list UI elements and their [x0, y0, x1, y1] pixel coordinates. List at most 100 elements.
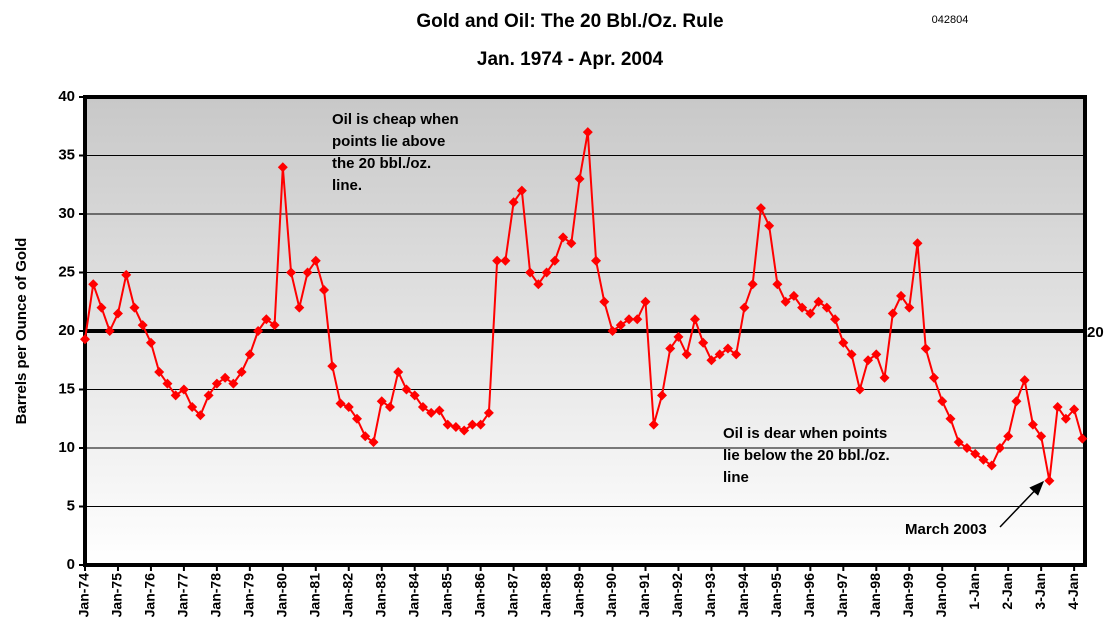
data-point	[327, 361, 338, 372]
annotation: March 2003	[905, 521, 987, 538]
data-point	[500, 255, 511, 266]
data-point	[178, 384, 189, 395]
data-point	[244, 349, 255, 360]
x-tick-label: Jan-84	[405, 573, 421, 618]
data-point	[170, 390, 181, 401]
data-point	[821, 302, 832, 313]
data-point	[417, 402, 428, 413]
data-point	[574, 173, 585, 184]
data-point	[846, 349, 857, 360]
x-tick-label: Jan-92	[669, 573, 685, 618]
annotation: points lie above	[332, 133, 445, 150]
data-point	[80, 334, 90, 345]
data-point	[912, 238, 923, 249]
data-point	[871, 349, 882, 360]
data-point	[393, 366, 404, 377]
data-point	[731, 349, 742, 360]
data-point	[591, 255, 602, 266]
data-point	[162, 378, 173, 389]
data-point	[145, 337, 156, 348]
data-point	[112, 308, 123, 319]
data-point	[656, 390, 667, 401]
data-point	[483, 407, 494, 418]
data-point	[203, 390, 214, 401]
data-point	[541, 267, 552, 278]
data-point	[805, 308, 816, 319]
data-point	[450, 421, 461, 432]
x-tick-label: Jan-91	[636, 573, 652, 618]
data-point	[797, 302, 808, 313]
data-point	[352, 413, 363, 424]
reference-label: 20	[1087, 324, 1104, 341]
data-point	[747, 279, 758, 290]
data-point	[277, 162, 288, 173]
data-point	[384, 402, 395, 413]
annotation: Oil is cheap when	[332, 111, 459, 128]
data-point	[121, 269, 132, 280]
data-point	[1060, 413, 1071, 424]
annotation: Oil is dear when points	[723, 425, 887, 442]
data-point	[286, 267, 297, 278]
data-point	[887, 308, 898, 319]
data-point	[689, 314, 700, 325]
data-point	[294, 302, 305, 313]
data-point	[343, 402, 354, 413]
data-point	[1077, 433, 1088, 444]
chart-title: Gold and Oil: The 20 Bbl./Oz. Rule	[416, 11, 723, 32]
data-point	[739, 302, 750, 313]
data-point	[1011, 396, 1022, 407]
y-tick-label: 10	[58, 439, 75, 456]
data-point	[253, 326, 264, 336]
data-point	[755, 203, 766, 214]
y-axis-label: Barrels per Ounce of Gold	[13, 238, 30, 425]
x-tick-label: Jan-95	[768, 573, 784, 618]
data-point	[1003, 431, 1014, 442]
data-point	[838, 337, 849, 348]
data-point	[978, 454, 989, 465]
data-point	[920, 343, 931, 354]
data-point	[1069, 404, 1080, 415]
data-point	[1036, 431, 1047, 442]
x-tick-label: Jan-83	[372, 573, 388, 618]
x-tick-label: Jan-86	[471, 573, 487, 618]
x-tick-label: Jan-74	[76, 573, 92, 618]
x-tick-label: Jan-93	[702, 573, 718, 618]
data-point	[813, 296, 824, 307]
data-point	[228, 378, 239, 389]
data-point	[1027, 419, 1038, 430]
data-point	[624, 314, 635, 325]
y-tick-label: 35	[58, 146, 75, 163]
x-tick-label: Jan-88	[537, 573, 553, 618]
data-point	[368, 437, 379, 448]
data-point	[714, 349, 725, 360]
data-point	[582, 127, 593, 138]
data-point	[615, 320, 626, 331]
x-tick-label: Jan-96	[801, 573, 817, 618]
data-point	[96, 302, 107, 313]
data-point	[698, 337, 709, 348]
x-tick-label: Jan-89	[570, 573, 586, 618]
data-point	[953, 437, 964, 448]
data-point	[195, 410, 206, 421]
data-point	[442, 419, 453, 430]
y-tick-label: 5	[67, 497, 75, 514]
data-point	[937, 396, 948, 407]
x-tick-label: Jan-87	[504, 573, 520, 618]
data-point	[187, 402, 198, 413]
data-point	[492, 255, 503, 266]
x-tick-label: Jan-94	[735, 573, 751, 618]
data-point	[945, 413, 956, 424]
data-point	[236, 366, 247, 377]
x-tick-label: 2-Jan	[999, 573, 1015, 610]
data-point	[780, 296, 791, 307]
x-tick-label: Jan-80	[274, 573, 290, 618]
data-point	[665, 343, 676, 354]
data-point	[426, 407, 437, 418]
data-point	[788, 290, 799, 301]
data-point	[970, 448, 981, 459]
y-tick-label: 20	[58, 322, 75, 339]
data-point	[764, 220, 775, 231]
x-tick-label: 1-Jan	[966, 573, 982, 610]
data-point	[516, 185, 527, 196]
